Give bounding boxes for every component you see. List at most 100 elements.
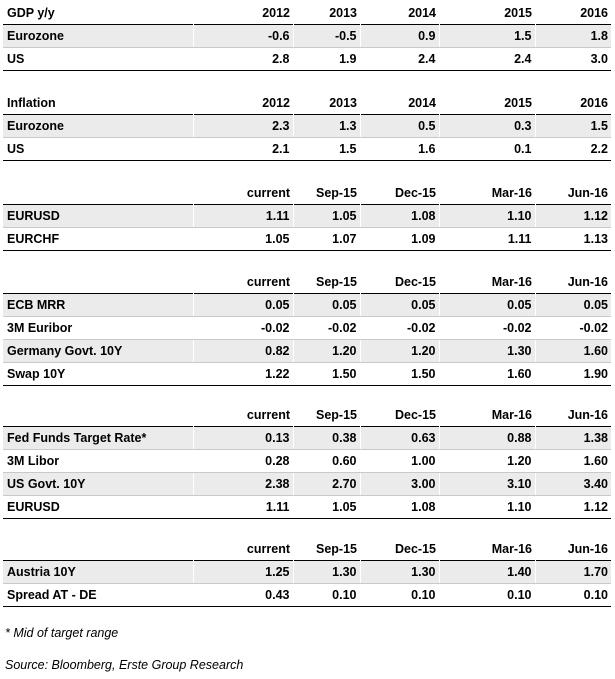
data-table: current Sep-15 Dec-15 Mar-16 Jun-16 Austria 1… — [3, 539, 611, 607]
column-header: Jun-16 — [567, 186, 608, 200]
column-header: 2014 — [408, 96, 436, 110]
table-cell: 0.3 — [438, 114, 535, 138]
table-row: Swap 10Y 1.22 1.50 1.50 1.60 1.90 — [3, 362, 611, 386]
table-row: Eurozone 2.3 1.3 0.5 0.3 1.5 — [3, 114, 611, 138]
table-cell: 0.05 — [534, 293, 611, 317]
table-cell: 2.3 — [192, 114, 293, 138]
column-header: Mar-16 — [491, 542, 532, 556]
table-cell: 1.07 — [292, 227, 360, 251]
column-header: Sep-15 — [316, 408, 357, 422]
table-row: 3M Euribor -0.02 -0.02 -0.02 -0.02 -0.02 — [3, 316, 611, 340]
table-cell: 0.63 — [359, 426, 439, 450]
column-header: Jun-16 — [567, 542, 608, 556]
table-cell: 0.10 — [534, 583, 611, 607]
table-cell: 0.05 — [192, 293, 293, 317]
table-header-row: current Sep-15 Dec-15 Mar-16 Jun-16 — [3, 539, 611, 561]
table-row: US Govt. 10Y 2.38 2.70 3.00 3.10 3.40 — [3, 472, 611, 496]
row-label: Spread AT - DE — [3, 583, 193, 607]
table-cell: 3.00 — [359, 472, 439, 496]
table-cell: 1.9 — [292, 47, 360, 71]
table-row: Austria 10Y 1.25 1.30 1.30 1.40 1.70 — [3, 560, 611, 584]
table-cell: 0.05 — [292, 293, 360, 317]
table-row: US 2.8 1.9 2.4 2.4 3.0 — [3, 47, 611, 71]
table-row: Fed Funds Target Rate* 0.13 0.38 0.63 0.88 1.… — [3, 426, 611, 450]
table-cell: 1.60 — [438, 362, 535, 386]
table-cell: 1.25 — [192, 560, 293, 584]
column-header: Dec-15 — [395, 186, 436, 200]
table-cell: 0.82 — [192, 339, 293, 363]
table-cell: 1.10 — [438, 204, 535, 228]
column-header: Sep-15 — [316, 186, 357, 200]
column-header: current — [246, 275, 290, 289]
table-cell: 2.4 — [359, 47, 439, 71]
table-cell: 2.38 — [192, 472, 293, 496]
table-cell: 1.05 — [292, 204, 360, 228]
table-cell: 0.05 — [438, 293, 535, 317]
table-cell: 1.40 — [438, 560, 535, 584]
table-cell: 1.60 — [534, 339, 611, 363]
table-cell: 1.8 — [534, 24, 611, 48]
row-label: US Govt. 10Y — [3, 472, 193, 496]
column-header: 2016 — [580, 96, 608, 110]
table-cell: 1.20 — [359, 339, 439, 363]
data-table: Inflation 2012 2013 2014 2015 2016 Eurozone 2.3… — [3, 93, 611, 161]
table-cell: 1.22 — [192, 362, 293, 386]
column-header: 2016 — [580, 6, 608, 20]
source-note: Source: Bloomberg, Erste Group Research — [5, 658, 244, 672]
table-cell: 1.10 — [438, 495, 535, 519]
table-cell: 1.12 — [534, 204, 611, 228]
table-cell: 1.5 — [534, 114, 611, 138]
table-cell: 0.5 — [359, 114, 439, 138]
table-header-row: current Sep-15 Dec-15 Mar-16 Jun-16 — [3, 405, 611, 427]
table-cell: 1.3 — [292, 114, 360, 138]
table-title: Inflation — [7, 96, 56, 110]
table-cell: 1.13 — [534, 227, 611, 251]
column-header: Sep-15 — [316, 275, 357, 289]
table-cell: -0.02 — [359, 316, 439, 340]
data-table: current Sep-15 Dec-15 Mar-16 Jun-16 Fed Funds… — [3, 405, 611, 519]
table-row: Germany Govt. 10Y 0.82 1.20 1.20 1.30 1.60 — [3, 339, 611, 363]
column-header: 2012 — [262, 6, 290, 20]
row-label: Austria 10Y — [3, 560, 193, 584]
column-header: Dec-15 — [395, 408, 436, 422]
table-cell: 1.08 — [359, 204, 439, 228]
row-label: US — [3, 137, 193, 161]
table-cell: 1.11 — [192, 204, 293, 228]
column-header: 2014 — [408, 6, 436, 20]
table-cell: 2.70 — [292, 472, 360, 496]
column-header: current — [246, 408, 290, 422]
table-cell: 1.00 — [359, 449, 439, 473]
footnote: * Mid of target range — [5, 626, 119, 640]
column-header: Mar-16 — [491, 408, 532, 422]
row-label: US — [3, 47, 193, 71]
data-table: GDP y/y 2012 2013 2014 2015 2016 Eurozone -0.6-… — [3, 3, 611, 71]
table-cell: 1.30 — [438, 339, 535, 363]
table-cell: 2.1 — [192, 137, 293, 161]
table-cell: 3.10 — [438, 472, 535, 496]
table-header-row: current Sep-15 Dec-15 Mar-16 Jun-16 — [3, 183, 611, 205]
table-cell: 1.05 — [192, 227, 293, 251]
table-cell: 3.40 — [534, 472, 611, 496]
table-cell: 1.11 — [438, 227, 535, 251]
table-cell: 1.09 — [359, 227, 439, 251]
table-cell: 1.05 — [292, 495, 360, 519]
table-cell: 0.10 — [359, 583, 439, 607]
table-cell: 1.5 — [438, 24, 535, 48]
column-header: current — [246, 542, 290, 556]
table-cell: 0.9 — [359, 24, 439, 48]
column-header: Sep-15 — [316, 542, 357, 556]
row-label: EURCHF — [3, 227, 193, 251]
column-header: 2013 — [329, 6, 357, 20]
table-cell: 1.11 — [192, 495, 293, 519]
column-header: Jun-16 — [567, 275, 608, 289]
table-cell: 0.43 — [192, 583, 293, 607]
table-row: US 2.1 1.5 1.6 0.1 2.2 — [3, 137, 611, 161]
table-cell: 1.12 — [534, 495, 611, 519]
data-table: current Sep-15 Dec-15 Mar-16 Jun-16 EURUSD 1.1… — [3, 183, 611, 251]
column-header: 2015 — [504, 96, 532, 110]
table-title — [3, 183, 193, 205]
table-cell: -0.02 — [438, 316, 535, 340]
column-header: Mar-16 — [491, 186, 532, 200]
table-cell: 1.50 — [292, 362, 360, 386]
table-cell: 0.88 — [438, 426, 535, 450]
